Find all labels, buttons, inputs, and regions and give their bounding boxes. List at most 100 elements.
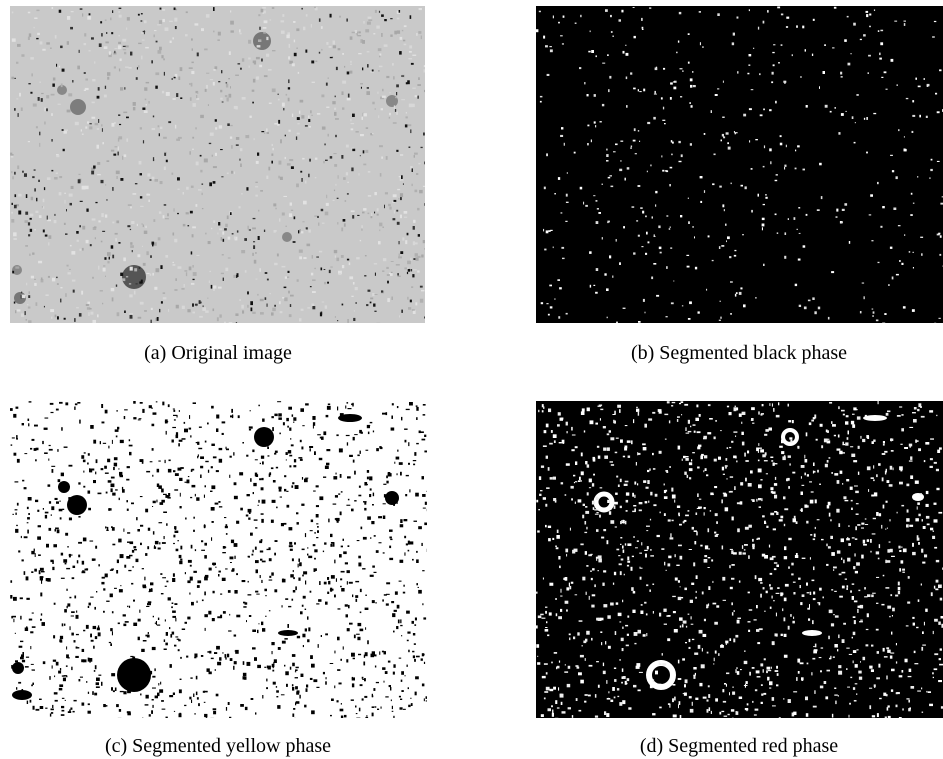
speckle xyxy=(46,544,49,548)
speckle xyxy=(284,297,287,301)
speckle xyxy=(887,560,891,563)
speckle xyxy=(592,568,595,570)
speckle xyxy=(580,480,582,482)
speckle xyxy=(541,466,544,468)
speckle xyxy=(902,670,904,673)
speckle xyxy=(36,38,38,39)
speckle xyxy=(757,642,760,644)
speckle xyxy=(600,121,602,123)
speckle xyxy=(38,97,40,101)
speckle xyxy=(112,187,113,191)
speckle xyxy=(925,609,928,612)
speckle xyxy=(399,581,402,582)
speckle xyxy=(384,681,385,683)
speckle xyxy=(298,457,302,459)
speckle xyxy=(361,225,362,228)
speckle xyxy=(268,455,270,456)
speckle xyxy=(602,583,604,586)
speckle xyxy=(285,135,286,137)
speckle xyxy=(45,512,49,514)
speckle xyxy=(271,416,274,418)
speckle xyxy=(212,618,215,621)
speckle xyxy=(899,260,901,262)
speckle xyxy=(66,209,67,211)
blob xyxy=(278,630,298,636)
speckle xyxy=(180,657,182,659)
speckle xyxy=(49,676,50,680)
speckle xyxy=(295,686,298,689)
speckle xyxy=(566,609,568,611)
speckle xyxy=(88,508,91,511)
speckle xyxy=(318,644,319,648)
speckle xyxy=(566,313,568,315)
speckle xyxy=(362,212,365,214)
speckle xyxy=(266,687,268,689)
speckle xyxy=(685,642,687,643)
speckle xyxy=(842,586,845,589)
speckle xyxy=(166,523,168,526)
speckle xyxy=(152,688,156,689)
speckle xyxy=(778,402,779,405)
speckle xyxy=(821,196,823,199)
speckle xyxy=(32,253,34,255)
speckle xyxy=(244,676,247,680)
speckle xyxy=(136,559,139,562)
speckle xyxy=(28,513,30,515)
speckle xyxy=(819,86,820,89)
speckle xyxy=(27,507,29,509)
speckle xyxy=(52,665,53,668)
speckle xyxy=(103,268,106,272)
speckle xyxy=(549,612,552,615)
speckle xyxy=(337,637,340,641)
speckle xyxy=(52,139,53,142)
speckle xyxy=(695,597,697,599)
speckle xyxy=(389,92,390,93)
speckle xyxy=(575,481,577,482)
speckle xyxy=(718,653,719,656)
speckle xyxy=(255,182,257,183)
speckle xyxy=(236,322,237,326)
speckle xyxy=(581,471,584,475)
speckle xyxy=(400,519,402,523)
speckle xyxy=(578,672,582,675)
speckle xyxy=(201,550,205,551)
speckle xyxy=(547,74,550,76)
speckle xyxy=(695,698,698,700)
speckle xyxy=(105,410,108,414)
speckle xyxy=(261,131,264,132)
speckle xyxy=(650,519,651,521)
speckle xyxy=(131,503,134,505)
speckle xyxy=(730,313,732,314)
speckle xyxy=(218,32,221,36)
speckle xyxy=(735,635,738,638)
speckle xyxy=(625,425,628,426)
speckle xyxy=(699,630,703,634)
speckle xyxy=(774,463,777,464)
speckle xyxy=(64,131,67,134)
speckle xyxy=(394,610,397,612)
speckle xyxy=(93,320,97,323)
speckle xyxy=(788,566,790,568)
speckle xyxy=(86,625,89,629)
speckle xyxy=(58,671,61,674)
speckle xyxy=(683,693,685,694)
speckle xyxy=(229,475,230,478)
speckle xyxy=(172,611,176,613)
speckle xyxy=(819,657,822,658)
speckle xyxy=(20,616,21,620)
speckle xyxy=(78,516,80,518)
speckle xyxy=(624,484,628,486)
speckle xyxy=(714,437,716,440)
speckle xyxy=(606,680,607,684)
speckle xyxy=(74,640,76,642)
speckle xyxy=(137,224,138,226)
speckle xyxy=(934,462,937,464)
speckle xyxy=(791,563,793,566)
speckle xyxy=(357,215,359,216)
speckle xyxy=(320,437,322,439)
speckle xyxy=(358,495,361,497)
speckle xyxy=(311,710,315,714)
speckle xyxy=(904,234,905,236)
speckle xyxy=(67,41,69,45)
speckle xyxy=(402,30,404,31)
